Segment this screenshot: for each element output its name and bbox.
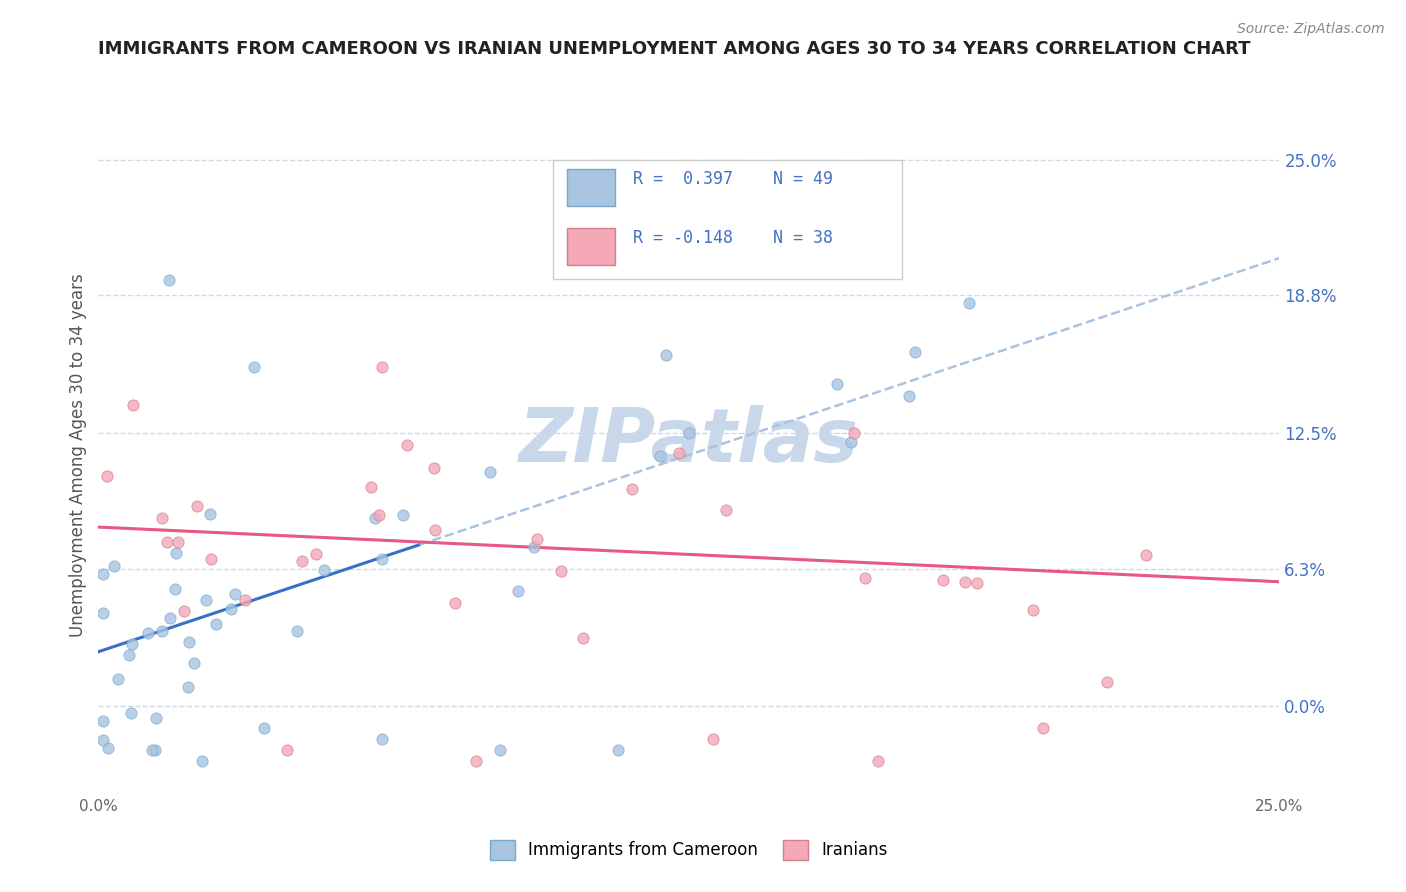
Point [423,523,446,537]
Point [903,345,925,359]
Point [143,98,166,112]
Point [572,632,595,646]
Point [121,637,143,651]
Point [827,377,849,392]
Point [655,348,678,362]
Point [173,604,195,618]
Point [276,743,298,757]
Point [120,706,142,720]
Point [143,743,166,757]
Point [702,732,724,747]
Point [523,540,546,554]
Point [166,534,188,549]
Point [198,507,221,521]
Point [183,656,205,670]
Point [716,503,738,517]
Text: R =  0.397    N = 49: R = 0.397 N = 49 [634,170,834,188]
Point [165,546,187,560]
Point [136,626,159,640]
Point [391,508,413,522]
Text: IMMIGRANTS FROM CAMEROON VS IRANIAN UNEMPLOYMENT AMONG AGES 30 TO 34 YEARS CORRE: IMMIGRANTS FROM CAMEROON VS IRANIAN UNEM… [98,40,1251,58]
Point [157,273,180,287]
Point [506,584,529,599]
Point [866,754,889,768]
Point [1135,548,1157,562]
Point [150,511,173,525]
Point [489,743,512,757]
Point [103,559,125,574]
Point [97,740,120,755]
Point [165,582,187,596]
Point [444,597,467,611]
Point [395,438,418,452]
Text: Source: ZipAtlas.com: Source: ZipAtlas.com [1237,22,1385,37]
Point [1032,721,1054,735]
Point [91,607,114,621]
Point [117,648,139,662]
Point [1097,674,1119,689]
FancyBboxPatch shape [553,160,901,278]
Point [668,445,690,459]
Point [620,482,643,496]
Point [96,469,118,483]
Point [368,508,391,523]
Point [966,576,988,591]
Point [839,434,862,449]
Point [253,721,276,735]
Point [204,617,226,632]
Point [91,566,114,581]
Point [194,593,217,607]
Point [932,573,955,587]
Point [159,611,181,625]
Point [287,624,309,639]
Point [145,710,167,724]
Point [371,552,394,566]
Point [844,425,866,440]
Point [953,574,976,589]
Point [853,571,876,585]
Point [200,551,222,566]
Legend: Immigrants from Cameroon, Iranians: Immigrants from Cameroon, Iranians [489,839,889,860]
Point [177,634,200,648]
Point [360,480,382,494]
Point [465,754,488,768]
Point [156,535,179,549]
Point [1022,603,1045,617]
Point [371,360,394,375]
Point [304,547,326,561]
Point [186,499,208,513]
Point [91,714,114,728]
Point [291,554,314,568]
Point [141,743,163,757]
Text: ZIPatlas: ZIPatlas [519,405,859,478]
Point [221,601,243,615]
Point [478,465,501,479]
Point [314,562,336,576]
Point [607,743,630,757]
Point [423,461,446,475]
Point [91,733,114,747]
Text: R = -0.148    N = 38: R = -0.148 N = 38 [634,229,834,247]
Point [897,389,920,403]
Point [678,425,700,440]
FancyBboxPatch shape [567,169,614,206]
Point [121,398,143,412]
Point [526,532,548,546]
Point [150,624,173,638]
Point [364,511,387,525]
Point [243,360,266,375]
Point [233,593,256,607]
Point [650,449,672,463]
Y-axis label: Unemployment Among Ages 30 to 34 years: Unemployment Among Ages 30 to 34 years [69,273,87,637]
Point [371,732,394,747]
Point [191,754,214,768]
FancyBboxPatch shape [567,227,614,265]
Point [550,565,572,579]
Point [107,672,129,686]
Point [177,680,200,694]
Point [957,296,980,310]
Point [224,587,246,601]
